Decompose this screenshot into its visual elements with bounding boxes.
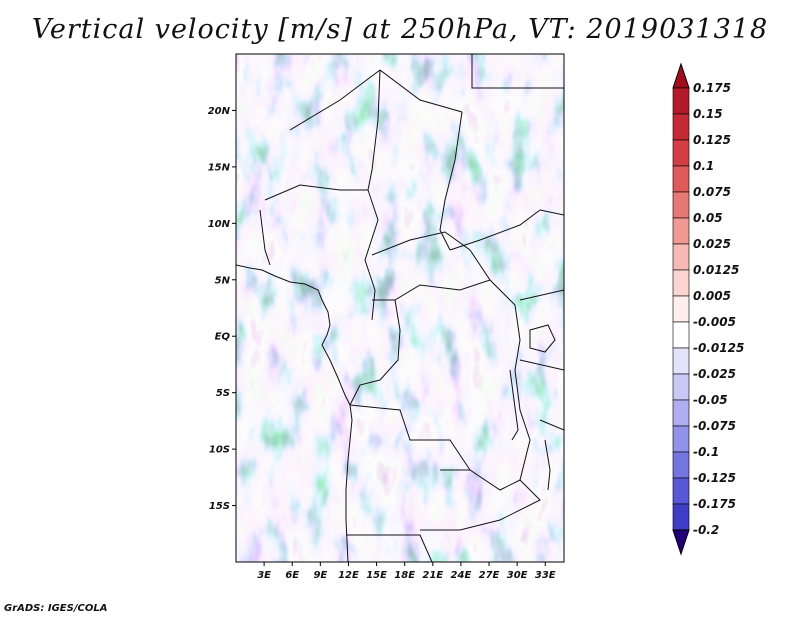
coastline — [236, 264, 353, 562]
border-drc-angola — [349, 404, 471, 471]
lat-tick-label: 5N — [215, 275, 231, 286]
lon-tick-label: 3E — [257, 570, 271, 581]
colorbar-segment — [672, 295, 690, 323]
colorbar-segment — [672, 347, 690, 375]
colorbar-segment — [672, 139, 690, 167]
lon-tick-label: 24E — [451, 570, 472, 581]
border-sudan-south — [449, 209, 541, 251]
lat-tick-label: 5S — [216, 388, 230, 399]
colorbar-segment — [672, 321, 690, 349]
colorbar-label: -0.025 — [693, 367, 736, 381]
colorbar-segment — [672, 503, 690, 531]
colorbar-segment — [672, 269, 690, 297]
lon-tick-label: 18E — [394, 570, 415, 581]
colorbar-segment — [672, 165, 690, 193]
border-angola-namibia — [346, 534, 433, 562]
longitude-axis: 3E 6E 9E 12E 15E 18E 21E 24E 27E 30E 33E — [257, 562, 556, 581]
colorbar-label: 0.05 — [693, 211, 723, 225]
border-zambia — [420, 469, 541, 531]
lon-tick-label: 27E — [479, 570, 500, 581]
lat-tick-label: EQ — [215, 332, 231, 343]
colorbar-segment — [672, 373, 690, 401]
colorbar-label: 0.0125 — [693, 263, 739, 277]
colorbar-bottom-arrow — [672, 529, 690, 556]
colorbar-segment — [672, 399, 690, 427]
border-cameroon — [364, 219, 379, 321]
lat-tick-label: 15N — [208, 162, 231, 173]
chart-title: Vertical velocity [m/s] at 250hPa, VT: 2… — [31, 14, 769, 45]
colorbar-segment — [672, 191, 690, 219]
colorbar-segment — [672, 113, 690, 141]
lon-tick-label: 6E — [285, 570, 299, 581]
country-borders — [236, 54, 564, 562]
map-frame — [235, 53, 565, 563]
colorbar-label: -0.0125 — [693, 341, 744, 355]
lat-tick-label: 20N — [208, 106, 231, 117]
border-congo-drc — [349, 299, 401, 406]
colorbar-label: 0.005 — [693, 289, 731, 303]
colorbar-label: -0.005 — [693, 315, 736, 329]
lon-tick-label: 21E — [422, 570, 443, 581]
colorbar-label: -0.2 — [693, 523, 719, 537]
colorbar-label: 0.1 — [693, 159, 714, 173]
colorbar-segment — [672, 87, 690, 115]
border-chad-sudan — [439, 111, 463, 251]
lat-tick-label: 10N — [208, 219, 231, 230]
colorbar-top-arrow — [672, 62, 690, 89]
border-niger-algeria — [289, 69, 381, 131]
colorbar-label: 0.025 — [693, 237, 731, 251]
colorbar-segment — [672, 243, 690, 271]
credit-text: GrADS: IGES/COLA — [4, 603, 108, 614]
lon-tick-label: 33E — [535, 570, 556, 581]
colorbar-label: 0.15 — [693, 107, 723, 121]
colorbar: 0.175 0.15 0.125 0.1 0.075 0.05 0.025 0.0125 0.0… — [672, 62, 744, 556]
colorbar-label: 0.075 — [693, 185, 731, 199]
colorbar-label: -0.125 — [693, 471, 736, 485]
lon-tick-label: 15E — [366, 570, 387, 581]
lat-tick-label: 10S — [209, 445, 230, 456]
lake-malawi — [544, 439, 551, 491]
border-libya-chad — [379, 69, 463, 113]
border-top-east — [471, 54, 564, 89]
colorbar-label: -0.05 — [693, 393, 728, 407]
colorbar-label: -0.075 — [693, 419, 736, 433]
colorbar-label: -0.1 — [693, 445, 719, 459]
lon-tick-label: 9E — [313, 570, 327, 581]
lat-tick-label: 15S — [209, 501, 230, 512]
border-chad-niger — [367, 69, 381, 221]
colorbar-segment — [672, 477, 690, 505]
lon-tick-label: 30E — [507, 570, 528, 581]
colorbar-segment — [672, 451, 690, 479]
colorbar-label: -0.175 — [693, 497, 736, 511]
vertical-velocity-field — [236, 54, 564, 562]
lon-tick-label: 12E — [338, 570, 359, 581]
border-east-africa — [519, 209, 564, 431]
latitude-axis: 20N 15N 10N 5N EQ 5S 10S 15S — [208, 106, 236, 512]
border-drc-east — [489, 279, 531, 481]
colorbar-label: 0.175 — [693, 81, 731, 95]
border-nigeria — [259, 184, 368, 266]
colorbar-label: 0.125 — [693, 133, 731, 147]
lake-victoria — [529, 324, 556, 353]
colorbar-segment — [672, 217, 690, 245]
colorbar-segment — [672, 425, 690, 453]
lake-tanganyika — [509, 369, 519, 441]
